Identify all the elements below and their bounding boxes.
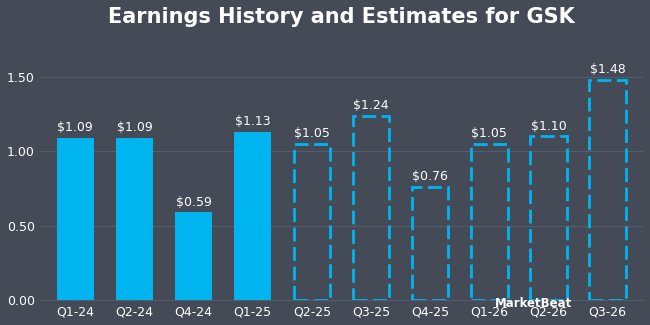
Bar — [412, 187, 448, 300]
Text: $1.09: $1.09 — [57, 121, 93, 134]
Bar — [116, 138, 153, 300]
Bar — [353, 116, 389, 300]
Text: $0.59: $0.59 — [176, 196, 211, 209]
Bar — [471, 144, 508, 300]
Bar — [530, 136, 567, 300]
Text: $0.76: $0.76 — [412, 170, 448, 183]
Title: Earnings History and Estimates for GSK: Earnings History and Estimates for GSK — [108, 7, 575, 27]
Bar — [294, 144, 330, 300]
Text: $1.48: $1.48 — [590, 63, 625, 76]
Bar — [590, 80, 626, 300]
Text: $1.24: $1.24 — [353, 99, 389, 112]
Text: $1.10: $1.10 — [530, 120, 566, 133]
Text: $1.05: $1.05 — [471, 127, 507, 140]
Bar — [235, 132, 271, 300]
Bar — [57, 138, 94, 300]
Text: MarketBeat: MarketBeat — [495, 297, 572, 310]
Text: $1.13: $1.13 — [235, 115, 270, 128]
Text: $1.09: $1.09 — [116, 121, 152, 134]
Text: $1.05: $1.05 — [294, 127, 330, 140]
Bar — [176, 212, 212, 300]
